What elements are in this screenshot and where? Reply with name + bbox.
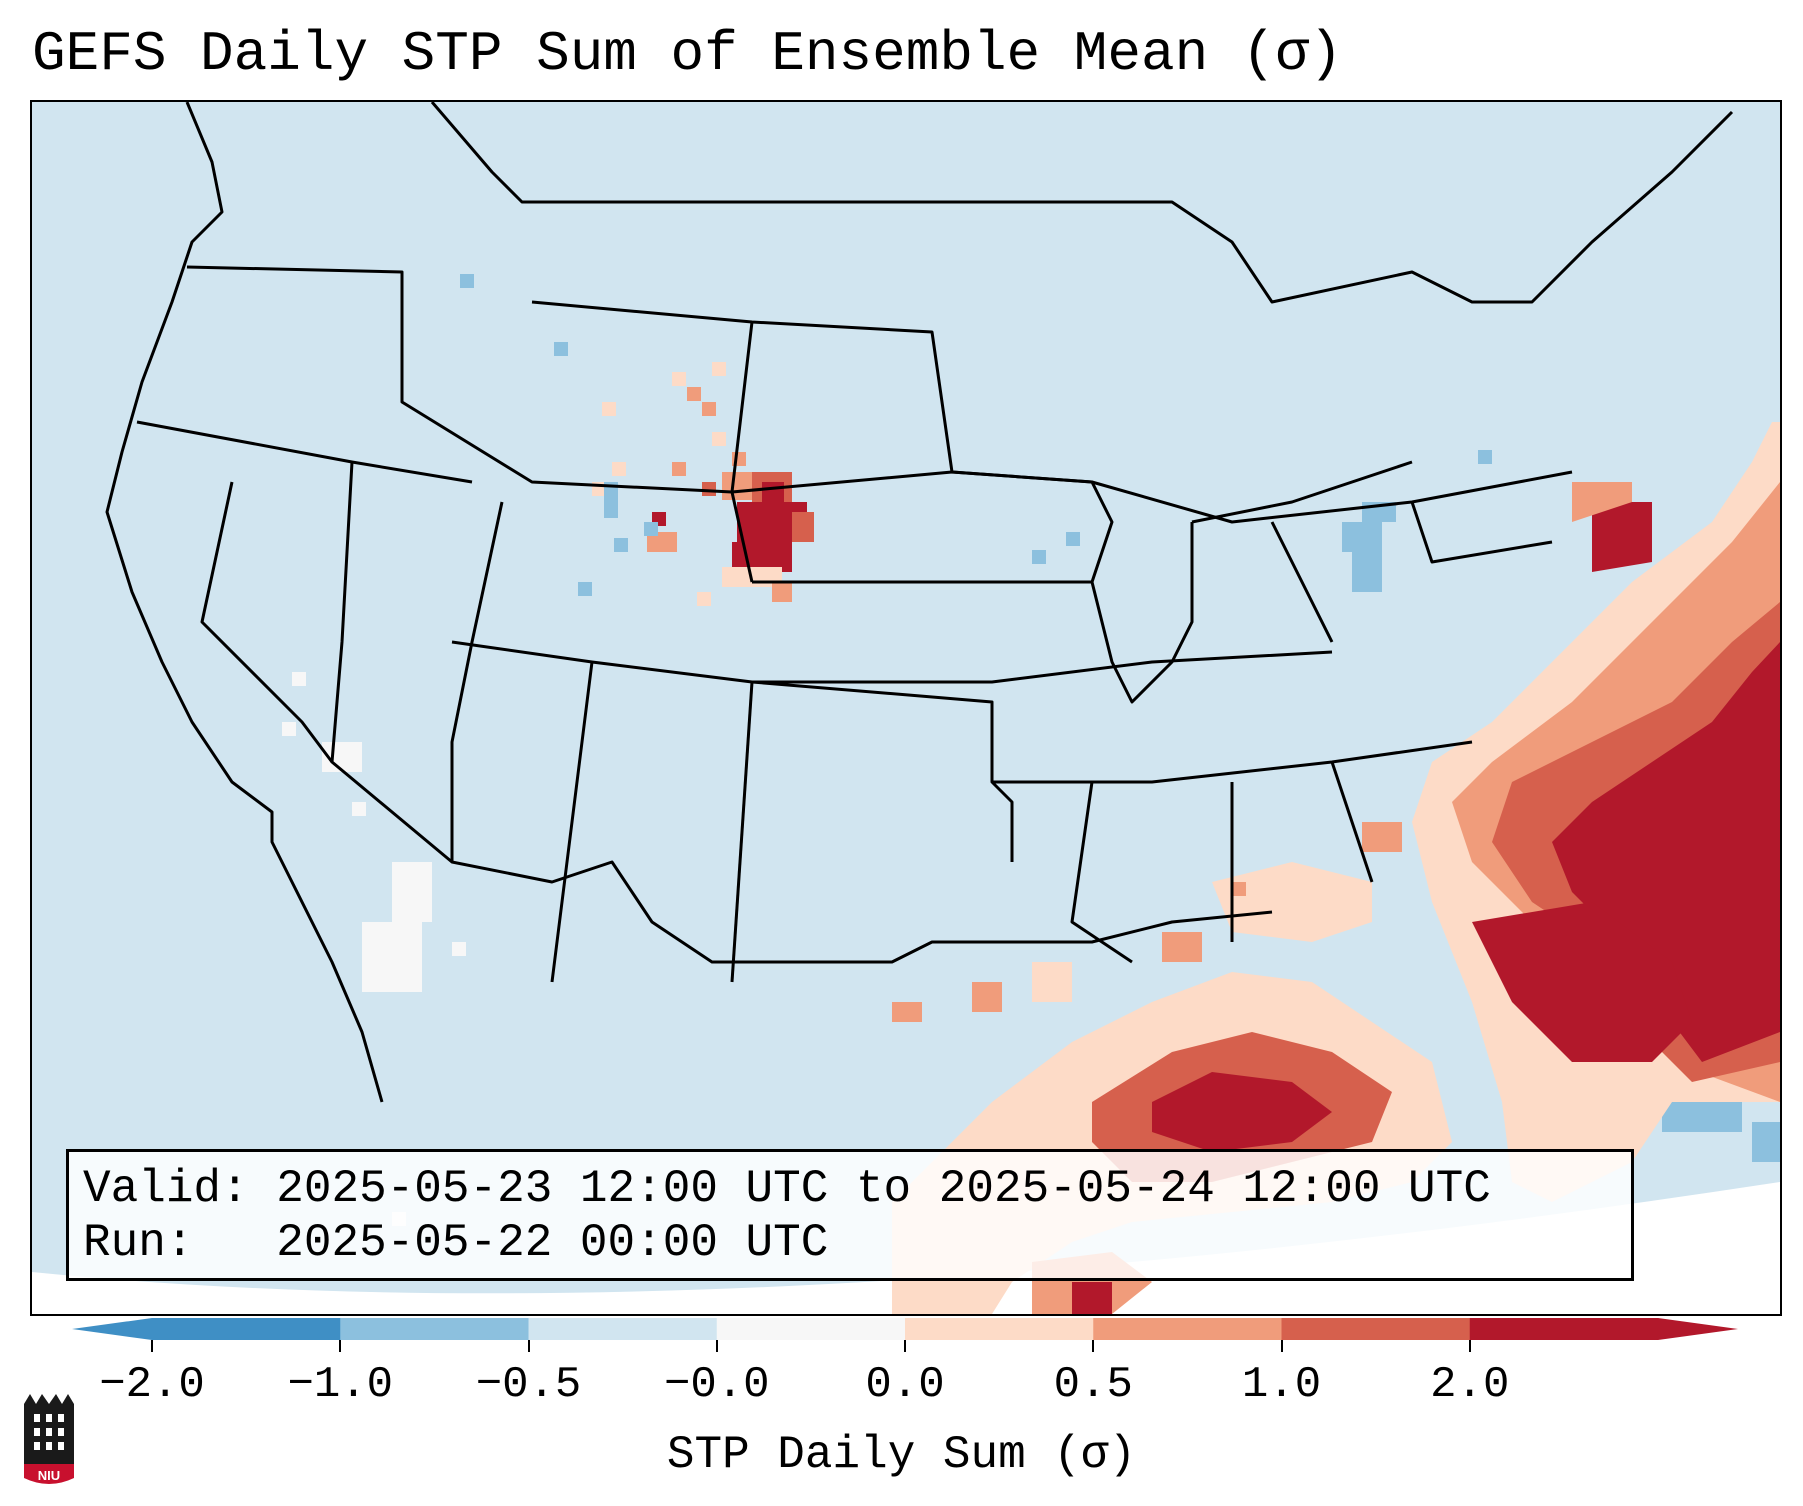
run-value: 2025-05-22 00:00 UTC (276, 1217, 829, 1269)
colorbar-tick-mark (527, 1340, 530, 1352)
colorbar (72, 1318, 1738, 1340)
colorbar-segment (716, 1318, 906, 1340)
valid-label: Valid: (83, 1163, 249, 1215)
colorbar-tick-label: 1.0 (1241, 1360, 1322, 1410)
borders (105, 102, 1734, 1103)
west-coast-line (105, 102, 384, 1103)
colorbar-segment (1093, 1318, 1282, 1340)
niu-logo: NIU (24, 1394, 74, 1484)
colorbar-segment (1469, 1318, 1659, 1340)
map-title: GEFS Daily STP Sum of Ensemble Mean (σ) (32, 22, 1343, 86)
colorbar-tick-mark (339, 1340, 342, 1352)
colorbar-extend-left (72, 1318, 152, 1340)
colorbar-tick-mark (1468, 1340, 1471, 1352)
valid-run-box: Valid: 2025-05-23 12:00 UTC to 2025-05-2… (66, 1149, 1634, 1281)
map-background (32, 102, 1780, 1314)
atlantic-anomaly (892, 422, 1780, 1314)
colorbar-segment (1281, 1318, 1471, 1340)
colorbar-label: STP Daily Sum (σ) (666, 1429, 1137, 1481)
colorbar-ticks: −2.0 −1.0 −0.5 −0.0 0.0 0.5 1.0 2.0 (0, 1340, 1803, 1420)
valid-row: Valid: 2025-05-23 12:00 UTC to 2025-05-2… (83, 1162, 1617, 1216)
valid-value: 2025-05-23 12:00 UTC to 2025-05-24 12:00… (276, 1163, 1491, 1215)
run-label: Run: (83, 1217, 194, 1269)
projection-edge (32, 1182, 1780, 1314)
colorbar-extend-right (1658, 1318, 1738, 1340)
run-row: Run: 2025-05-22 00:00 UTC (83, 1216, 1617, 1270)
colorbar-tick-label: 0.0 (865, 1360, 945, 1410)
colorbar-tick-mark (904, 1340, 906, 1352)
colorbar-segment (340, 1318, 529, 1340)
colorbar-tick-label: 2.0 (1430, 1360, 1510, 1410)
colorbar-tick-label: −0.0 (663, 1360, 770, 1410)
colorbar-tick-mark (715, 1340, 718, 1352)
southern-border-line (330, 461, 1273, 964)
map-canvas (32, 102, 1780, 1314)
colorbar-tick-mark (151, 1340, 153, 1352)
northern-border-line (430, 102, 1734, 304)
colorbar-tick-label: 0.5 (1053, 1360, 1133, 1410)
colorbar-tick-mark (1092, 1340, 1095, 1352)
colorbar-tick-label: −2.0 (99, 1360, 205, 1410)
colorbar-tick-label: −0.5 (475, 1360, 582, 1410)
neutral-cells (282, 672, 466, 1226)
map-panel (30, 100, 1782, 1316)
logo-text: NIU (38, 1468, 60, 1483)
colorbar-segment (152, 1318, 341, 1340)
colorbar-tick-mark (1280, 1340, 1283, 1352)
colorbar-segment (528, 1318, 718, 1340)
colorbar-tick-label: −1.0 (287, 1360, 394, 1410)
colorbar-segment (905, 1318, 1094, 1340)
